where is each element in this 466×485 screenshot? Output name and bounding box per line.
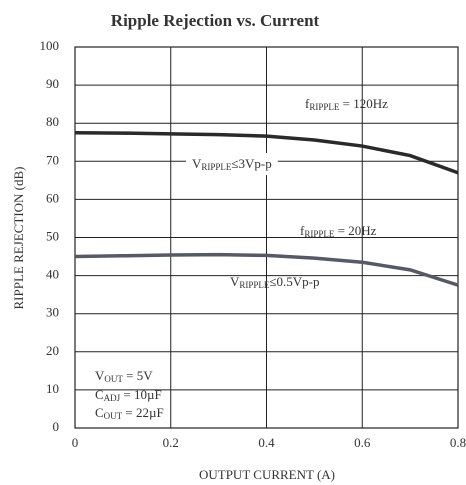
annotation-sub: OUT <box>104 411 123 421</box>
y-tick-label: 60 <box>46 190 59 205</box>
x-tick-label: 0 <box>72 435 79 450</box>
annotation: COUT = 22µF <box>95 405 164 421</box>
label-box <box>186 152 278 176</box>
y-tick-label: 10 <box>46 381 59 396</box>
y-tick-label: 80 <box>46 114 59 129</box>
annotation-rest: = 120Hz <box>339 96 388 111</box>
x-tick-label: 0.2 <box>163 435 179 450</box>
series-line <box>74 130 459 175</box>
annotation-sub: OUT <box>104 374 123 384</box>
x-tick-label: 0.6 <box>354 435 371 450</box>
annotation-main: C <box>95 405 104 420</box>
annotation-sub: RIPPLE <box>239 280 270 290</box>
annotation-main: f <box>305 96 310 111</box>
annotation-main: f <box>300 223 305 238</box>
y-tick-label: 30 <box>46 305 59 320</box>
annotation-main: C <box>95 387 104 402</box>
annotation-rest: ≤3Vp-p <box>231 156 271 171</box>
y-tick-label: 40 <box>46 267 59 282</box>
label-box <box>89 401 170 425</box>
annotation-rest: = 10µF <box>120 387 162 402</box>
y-tick-label: 0 <box>53 419 60 434</box>
plot-frame <box>74 46 459 429</box>
chart-title: Ripple Rejection vs. Current <box>111 11 320 30</box>
annotation-main: V <box>230 274 240 289</box>
y-tick-label: 50 <box>46 228 59 243</box>
series-line <box>74 252 459 287</box>
annotation-sub: ADJ <box>104 393 121 403</box>
annotation-sub: RIPPLE <box>309 102 340 112</box>
annotation: VOUT = 5V <box>95 368 153 384</box>
annotation-main: V <box>95 368 105 383</box>
x-axis-label: OUTPUT CURRENT (A) <box>199 467 335 482</box>
annotation: fRIPPLE = 120Hz <box>305 96 388 112</box>
annotation: fRIPPLE = 20Hz <box>300 223 377 239</box>
annotation: VRIPPLE≤0.5Vp-p <box>230 274 320 290</box>
x-tick-label: 0.4 <box>258 435 275 450</box>
annotation-rest: = 22µF <box>122 405 164 420</box>
annotation-sub: RIPPLE <box>304 229 335 239</box>
y-tick-label: 20 <box>46 343 59 358</box>
annotation: VRIPPLE≤3Vp-p <box>192 156 272 172</box>
annotation-rest: = 5V <box>123 368 153 383</box>
annotation: CADJ = 10µF <box>95 387 162 403</box>
annotation-rest: ≤0.5Vp-p <box>269 274 319 289</box>
y-axis-label: RIPPLE REJECTION (dB) <box>11 167 26 310</box>
annotation-rest: = 20Hz <box>334 223 376 238</box>
y-tick-label: 70 <box>46 152 59 167</box>
annotation-sub: RIPPLE <box>201 162 232 172</box>
y-tick-label: 100 <box>40 38 60 53</box>
annotation-main: V <box>192 156 202 171</box>
x-tick-label: 0.8 <box>450 435 466 450</box>
y-tick-label: 90 <box>46 76 59 91</box>
